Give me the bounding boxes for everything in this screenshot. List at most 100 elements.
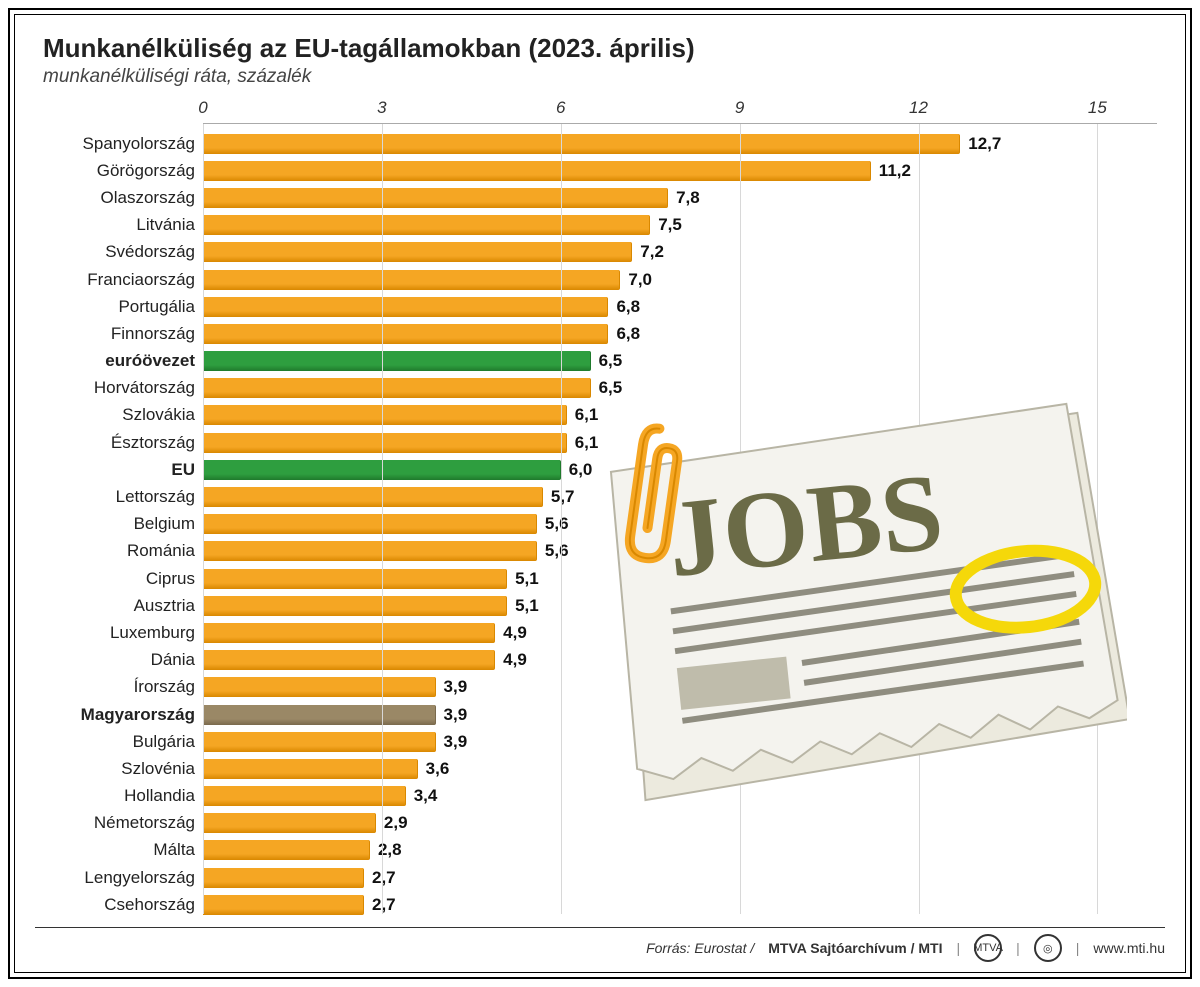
bar-row: Portugália6,8: [203, 293, 1157, 320]
bar-row: Írország3,9: [203, 674, 1157, 701]
gridline: [561, 124, 562, 914]
bar-row: Észtország6,1: [203, 429, 1157, 456]
bar-label: Ciprus: [43, 569, 195, 589]
bar-value: 4,9: [503, 650, 527, 670]
bar-value: 2,9: [384, 813, 408, 833]
bar-value: 3,6: [426, 759, 450, 779]
bar: [203, 596, 507, 616]
bar: [203, 868, 364, 888]
bar-row: Málta2,8: [203, 837, 1157, 864]
bar-row: Lengyelország2,7: [203, 864, 1157, 891]
bars-container: Spanyolország12,7Görögország11,2Olaszors…: [203, 124, 1157, 918]
bar-row: Luxemburg4,9: [203, 619, 1157, 646]
bar-label: Lengyelország: [43, 868, 195, 888]
chart-title: Munkanélküliség az EU-tagállamokban (202…: [43, 33, 1157, 64]
chart-subtitle: munkanélküliségi ráta, százalék: [43, 66, 1157, 88]
bar-value: 4,9: [503, 623, 527, 643]
footer: Forrás: Eurostat / MTVA Sajtóarchívum / …: [35, 927, 1165, 962]
bar-row: Szlovákia6,1: [203, 402, 1157, 429]
bar-label: Belgium: [43, 514, 195, 534]
bar: [203, 732, 436, 752]
bar-label: Csehország: [43, 895, 195, 915]
bar-label: Svédország: [43, 242, 195, 262]
bar: [203, 813, 376, 833]
bar-label: Olaszország: [43, 188, 195, 208]
bar-row: Görögország11,2: [203, 157, 1157, 184]
bar-value: 5,6: [545, 514, 569, 534]
bar-row: Csehország2,7: [203, 891, 1157, 918]
plot-area: Spanyolország12,7Görögország11,2Olaszors…: [203, 124, 1157, 914]
bar-label: euróövezet: [43, 351, 195, 371]
bar-label: Horvátország: [43, 378, 195, 398]
bar: [203, 215, 650, 235]
bar-row: Hollandia3,4: [203, 783, 1157, 810]
bar: [203, 895, 364, 915]
bar-row: Franciaország7,0: [203, 266, 1157, 293]
bar: [203, 650, 495, 670]
x-axis: 03691215: [203, 98, 1157, 124]
footer-site: www.mti.hu: [1093, 940, 1165, 956]
bar-row: Spanyolország12,7: [203, 130, 1157, 157]
bar: [203, 405, 567, 425]
bar: [203, 161, 871, 181]
bar-row: euróövezet6,5: [203, 348, 1157, 375]
axis-tick: 9: [735, 98, 744, 118]
bar-label: Portugália: [43, 297, 195, 317]
bar-value: 2,7: [372, 895, 396, 915]
footer-sep-3: |: [1076, 940, 1080, 956]
bar-row: Olaszország7,8: [203, 184, 1157, 211]
bar-label: Dánia: [43, 650, 195, 670]
gridline: [382, 124, 383, 914]
bar-label: Írország: [43, 677, 195, 697]
bar: [203, 487, 543, 507]
bar-label: EU: [43, 460, 195, 480]
bar-value: 11,2: [879, 161, 911, 181]
bar-row: Németország2,9: [203, 810, 1157, 837]
bar: [203, 188, 668, 208]
axis-tick: 12: [909, 98, 928, 118]
bar-value: 6,5: [599, 378, 623, 398]
bar-label: Görögország: [43, 161, 195, 181]
bar: [203, 134, 960, 154]
inner-frame: Munkanélküliség az EU-tagállamokban (202…: [14, 14, 1186, 973]
bar-label: Románia: [43, 541, 195, 561]
bar: [203, 351, 591, 371]
bar: [203, 242, 632, 262]
bar-value: 5,7: [551, 487, 575, 507]
bar: [203, 840, 370, 860]
bar-label: Németország: [43, 813, 195, 833]
bar-label: Magyarország: [43, 705, 195, 725]
bar: [203, 705, 436, 725]
footer-sep-1: |: [957, 940, 961, 956]
mtva-logo-icon: MTVA: [974, 934, 1002, 962]
bar-row: Szlovénia3,6: [203, 755, 1157, 782]
bar-value: 5,1: [515, 596, 539, 616]
bar-row: Dánia4,9: [203, 647, 1157, 674]
bar: [203, 623, 495, 643]
bar-label: Finnország: [43, 324, 195, 344]
bar: [203, 297, 608, 317]
bar-value: 6,8: [616, 324, 640, 344]
bar-label: Szlovákia: [43, 405, 195, 425]
bar-value: 3,4: [414, 786, 438, 806]
mti-logo-icon: ◎: [1034, 934, 1062, 962]
bar-value: 6,0: [569, 460, 593, 480]
bar-value: 12,7: [968, 134, 1001, 154]
source-prefix: Forrás: Eurostat /: [646, 940, 754, 956]
bar-row: Magyarország3,9: [203, 701, 1157, 728]
bar-row: Románia5,6: [203, 538, 1157, 565]
bar-label: Ausztria: [43, 596, 195, 616]
bar-value: 6,8: [616, 297, 640, 317]
bar-value: 7,0: [628, 270, 652, 290]
bar: [203, 569, 507, 589]
bar-label: Spanyolország: [43, 134, 195, 154]
gridline: [919, 124, 920, 914]
footer-sep-2: |: [1016, 940, 1020, 956]
bar-row: Bulgária3,9: [203, 728, 1157, 755]
bar-value: 6,5: [599, 351, 623, 371]
bar: [203, 541, 537, 561]
source-org: MTVA Sajtóarchívum / MTI: [768, 940, 942, 956]
bar-row: Svédország7,2: [203, 239, 1157, 266]
bar: [203, 759, 418, 779]
bar-value: 3,9: [444, 705, 468, 725]
